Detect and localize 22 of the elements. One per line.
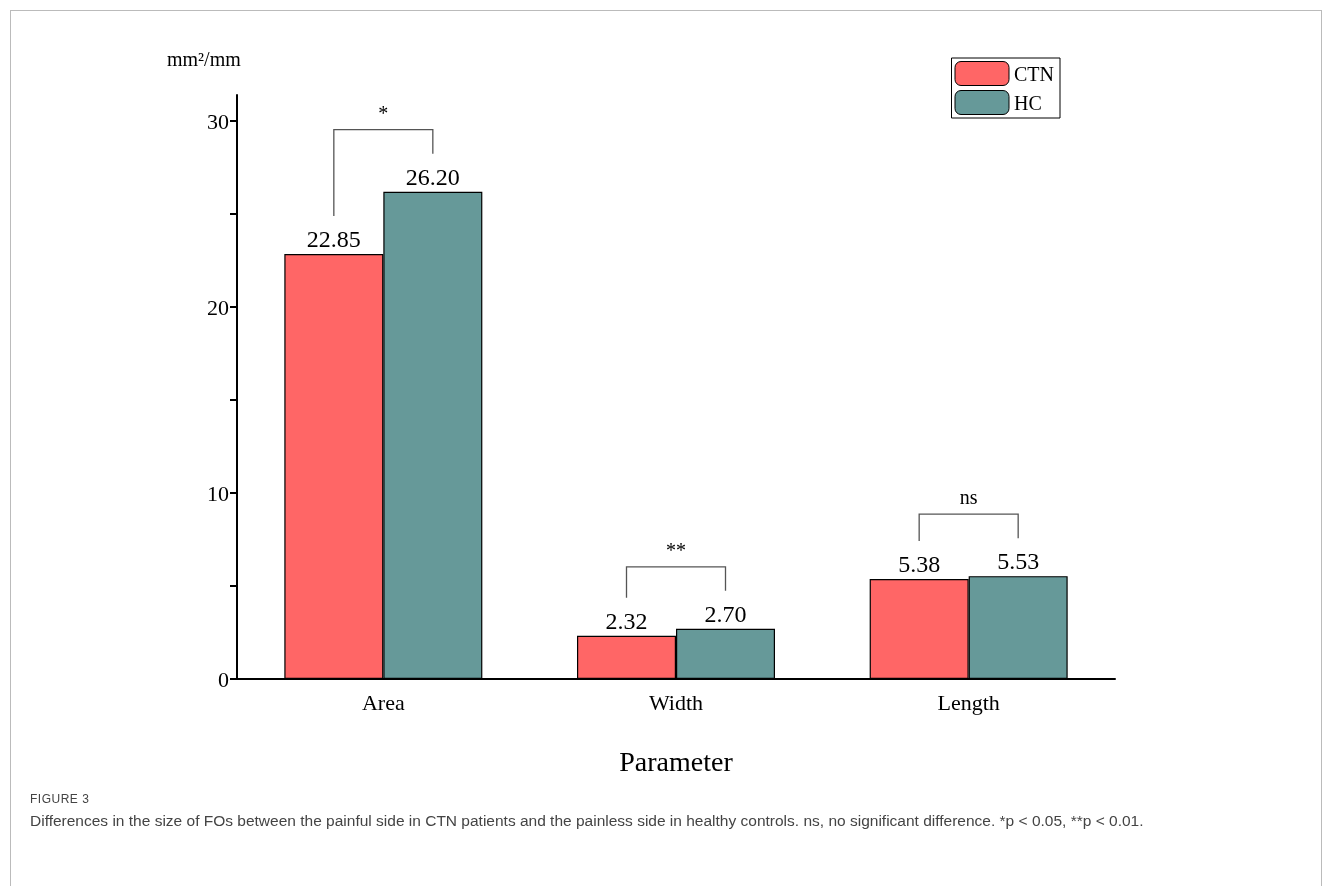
y-tick-label: 20 — [207, 294, 229, 320]
text: Differences in the size of FOs between the painful side in CTN patients and the painless side in healthy controls. ns, no significant difference. *p < 0.05, **p < 0.01. — [30, 811, 1145, 831]
annotation: ** — [666, 538, 686, 561]
data-label: 2.70 — [704, 600, 747, 627]
x-axis-title: Parameter — [619, 745, 734, 777]
legend-label: CTN — [1014, 62, 1054, 85]
data-label: 22.85 — [306, 226, 361, 253]
y-tick-label: 30 — [207, 108, 229, 134]
data-label: 2.32 — [605, 607, 648, 634]
annotation: ns — [959, 486, 978, 509]
x-tick-label: Area — [361, 689, 405, 715]
legend-label: HC — [1014, 91, 1042, 114]
annotation: * — [378, 101, 389, 124]
y-tick-label: 10 — [207, 480, 229, 506]
data-label: 5.38 — [898, 550, 941, 577]
caption: FIGURE 3 — [30, 792, 91, 806]
y-axis-title: mm²/mm — [167, 48, 242, 70]
x-tick-label: Length — [937, 689, 1000, 715]
data-label: 26.20 — [405, 163, 460, 190]
y-tick-label: 0 — [218, 666, 229, 692]
x-tick-label: Width — [648, 689, 704, 715]
data-label: 5.53 — [997, 548, 1040, 575]
